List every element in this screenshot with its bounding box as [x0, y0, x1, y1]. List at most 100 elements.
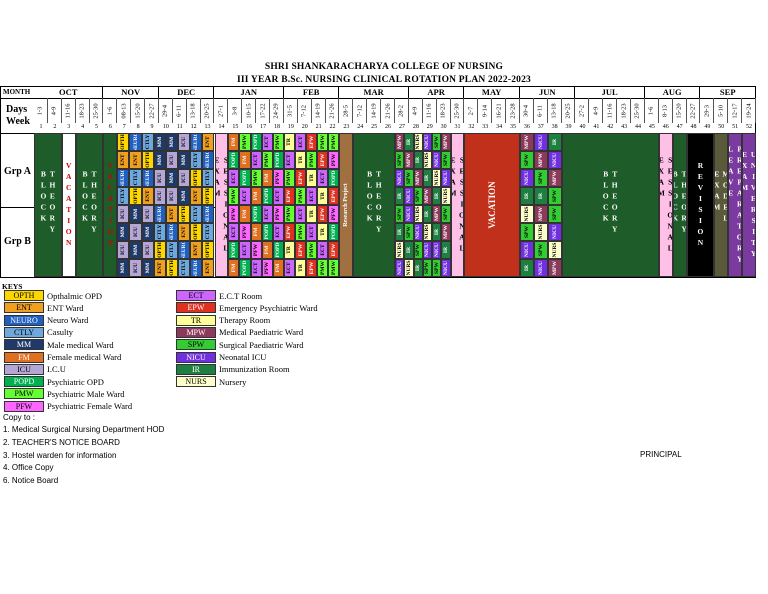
week-number: 8: [136, 124, 140, 130]
rotation-cell: ENT: [165, 205, 179, 223]
rotation-cell: MPW: [441, 223, 451, 241]
rotation-cell: SPW: [413, 241, 423, 259]
week-number: 1: [39, 124, 43, 130]
rotation-cell: FM: [250, 187, 262, 205]
rotation-cell: SPW: [422, 259, 433, 277]
principal-signature-label: PRINCIPAL: [640, 450, 682, 459]
rotation-cell: ICU: [165, 151, 179, 169]
week-number: 4: [81, 124, 85, 130]
rotation-cell: EPW: [283, 187, 296, 205]
day-range: 21-26: [326, 98, 340, 123]
rotation-cell: OPTH: [190, 169, 203, 187]
day-range: 11-16: [62, 98, 76, 123]
rotation-cell: NEURO: [190, 259, 203, 277]
month-header: MAR: [339, 87, 409, 98]
rotation-cell: POPD: [239, 169, 251, 187]
week-number: 19: [287, 124, 294, 130]
rotation-cell: CTLY: [117, 187, 130, 205]
week-number: 9: [150, 124, 154, 130]
copy-to-label: Copy to :: [3, 413, 36, 422]
rotation-cell: ECT: [228, 223, 240, 241]
day-range: 8-13: [659, 98, 673, 123]
rotation-cell: OPTH: [117, 133, 130, 151]
rotation-cell: FM: [228, 259, 240, 277]
rotation-cell: MPW: [404, 151, 414, 169]
legend-item: NICU Neonatal ICU: [176, 351, 266, 363]
day-range: 6-11: [534, 98, 548, 123]
rotation-cell: NICU: [413, 223, 423, 241]
rotation-cell: NURS: [432, 169, 442, 187]
week-label: Week: [6, 116, 30, 127]
rotation-cell: PMW: [328, 259, 340, 277]
rotation-cell: IR: [441, 241, 451, 259]
day-range: 28-5: [339, 98, 354, 123]
rotation-cell: MM: [178, 187, 191, 205]
day-range: 28-2: [395, 98, 409, 123]
rotation-cell: SPW: [441, 151, 451, 169]
rotation-cell: ENT: [202, 133, 215, 151]
rotation-cell: IR: [404, 241, 414, 259]
rotation-cell: MM: [117, 259, 130, 277]
rotation-cell: IR: [404, 133, 414, 151]
rotation-cell: SPW: [404, 223, 414, 241]
rotation-cell: SPW: [519, 151, 534, 169]
month-header: OCT: [34, 87, 104, 98]
rotation-cell: TR: [283, 241, 296, 259]
week-number: 26: [385, 124, 392, 130]
day-range: 5-10: [714, 98, 729, 123]
rotation-cell: ECT: [250, 259, 262, 277]
day-range: 18-23: [437, 98, 451, 123]
rotation-cell: NICU: [422, 241, 433, 259]
rotation-cell: NEURO: [153, 205, 166, 223]
rotation-cell: MPW: [432, 205, 442, 223]
day-range: 20-25: [562, 98, 576, 123]
day-range: 12-17: [728, 98, 743, 123]
day-range: 2-7: [464, 98, 479, 123]
rotation-cell: OPTH: [202, 187, 215, 205]
rotation-cell: MM: [141, 223, 154, 241]
day-range: 25-30: [90, 98, 104, 123]
legend-item: ECT E.C.T Room: [176, 290, 262, 301]
day-range: 10-15: [242, 98, 257, 123]
rotation-cell: NICU: [404, 187, 414, 205]
day-range: 4-9: [409, 98, 423, 123]
day-range: 3-8: [228, 98, 243, 123]
day-range: 14-19: [312, 98, 326, 123]
week-number: 44: [634, 124, 641, 130]
week-number: 37: [537, 124, 544, 130]
revision-block: REVISION: [686, 133, 715, 277]
rotation-cell: ECT: [283, 259, 296, 277]
rotation-cell: ECT: [306, 187, 318, 205]
week-number: 39: [565, 124, 572, 130]
week-number: 51: [732, 124, 739, 130]
rotation-cell: NICU: [533, 133, 548, 151]
rotation-cell: SPW: [519, 223, 534, 241]
vacation-block: VACATION: [103, 133, 118, 277]
rotation-cell: ECT: [239, 187, 251, 205]
rotation-cell: OPTH: [129, 187, 142, 205]
copy-item: 1. Medical Surgical Nursing Department H…: [3, 425, 165, 434]
month-header: JUL: [576, 87, 645, 98]
rotation-cell: ENT: [190, 187, 203, 205]
rotation-cell: FM: [239, 205, 251, 223]
day-range: 11-16: [603, 98, 618, 123]
day-range: 15-20: [131, 98, 146, 123]
day-range: 7-12: [298, 98, 312, 123]
day-range: 1-3: [34, 98, 48, 123]
rotation-cell: SPW: [413, 187, 423, 205]
day-range: 13-18: [548, 98, 562, 123]
week-number: 43: [621, 124, 628, 130]
day-range: 18-23: [76, 98, 90, 123]
copy-item: 4. Office Copy: [3, 463, 54, 472]
month-header: NOV: [103, 87, 159, 98]
rotation-cell: ENT: [117, 151, 130, 169]
rotation-cell: EPW: [283, 223, 296, 241]
rotation-cell: PMW: [228, 187, 240, 205]
rotation-cell: PFW: [250, 241, 262, 259]
rotation-cell: MPW: [422, 187, 433, 205]
rotation-cell: SPW: [533, 241, 548, 259]
rotation-cell: SPW: [395, 151, 405, 169]
rotation-cell: NURS: [395, 241, 405, 259]
rotation-cell: NICU: [432, 241, 442, 259]
legend-item: NEURO Neuro Ward: [4, 314, 88, 326]
